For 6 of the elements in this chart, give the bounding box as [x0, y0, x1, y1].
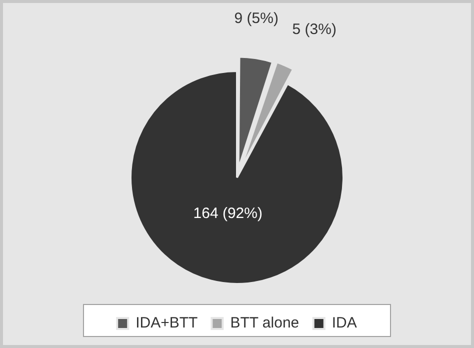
data-label: 5 (3%) [292, 21, 336, 38]
legend-label: BTT alone [230, 314, 300, 332]
data-label: 164 (92%) [193, 204, 262, 222]
data-label: 9 (5%) [234, 10, 278, 28]
legend-label: IDA [332, 314, 357, 332]
legend-label: IDA+BTT [136, 314, 198, 332]
